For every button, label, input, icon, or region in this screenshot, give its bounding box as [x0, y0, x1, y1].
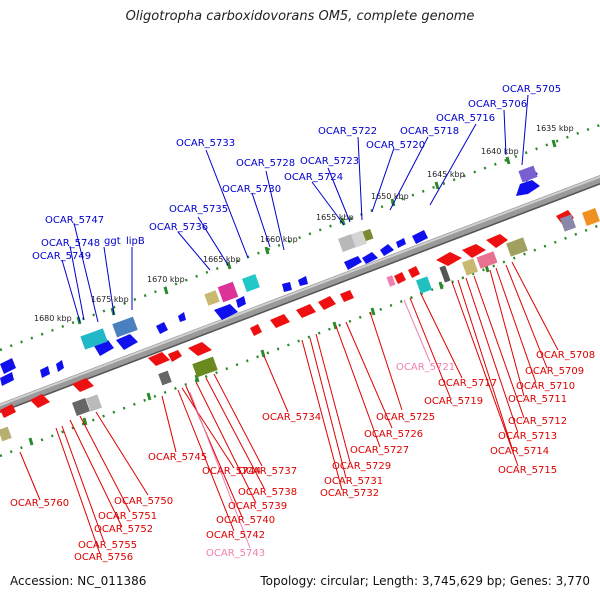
gene-label-OCAR_5730: OCAR_5730 — [222, 184, 281, 195]
kbp-label-1675: 1675 kbp — [91, 295, 129, 304]
kbp-label-1650: 1650 kbp — [371, 192, 409, 201]
gene-label-OCAR_5708: OCAR_5708 — [536, 350, 595, 361]
gene-label-OCAR_5719: OCAR_5719 — [424, 396, 483, 407]
gene-label-OCAR_5723: OCAR_5723 — [300, 156, 359, 167]
gene-label-OCAR_5714: OCAR_5714 — [490, 446, 549, 457]
feature-tan-bottom-1 — [461, 258, 479, 276]
top-tick-track — [0, 123, 600, 352]
gene-label-OCAR_5720: OCAR_5720 — [366, 140, 425, 151]
gene-label-OCAR_5726: OCAR_5726 — [364, 429, 423, 440]
gene-label-OCAR_5709: OCAR_5709 — [525, 366, 584, 377]
genome-backbone — [0, 174, 600, 414]
feature-purple-1 — [518, 165, 538, 183]
gene-label-OCAR_5737: OCAR_5737 — [238, 466, 297, 477]
gene-label-OCAR_5722: OCAR_5722 — [318, 126, 377, 137]
pink-label-connectors — [189, 299, 431, 549]
gene-label-OCAR_5748: OCAR_5748 — [41, 238, 100, 249]
gene-label-OCAR_5727: OCAR_5727 — [350, 445, 409, 456]
gene-label-OCAR_5736: OCAR_5736 — [149, 222, 208, 233]
feature-tan-1 — [204, 290, 220, 306]
kbp-label-1680: 1680 kbp — [34, 314, 72, 323]
gene-label-OCAR_5728: OCAR_5728 — [236, 158, 295, 169]
feature-cyan-1 — [242, 274, 260, 292]
gene-label-OCAR_5750: OCAR_5750 — [114, 496, 173, 507]
gene-label-OCAR_5716: OCAR_5716 — [436, 113, 495, 124]
feature-pink-bottom-2 — [386, 275, 396, 287]
gene-label-OCAR_5740: OCAR_5740 — [216, 515, 275, 526]
gene-label-OCAR_5747: OCAR_5747 — [45, 215, 104, 226]
top-major-ticks — [76, 139, 557, 325]
gene-label-OCAR_5717: OCAR_5717 — [438, 378, 497, 389]
gene-label-OCAR_5705: OCAR_5705 — [502, 84, 561, 95]
feature-grey-2 — [350, 230, 368, 248]
kbp-label-1660: 1660 kbp — [260, 235, 298, 244]
feature-grey-bottom-3 — [72, 398, 90, 416]
feature-grey-bottom-4 — [85, 394, 103, 412]
gene-label-OCAR_5752: OCAR_5752 — [94, 524, 153, 535]
feature-grey-bottom-1 — [559, 214, 577, 232]
gene-label-OCAR_5742: OCAR_5742 — [206, 530, 265, 541]
gene-label-lipB: lipB — [126, 236, 145, 247]
gene-label-OCAR_5760: OCAR_5760 — [10, 498, 69, 509]
bottom-label-connectors — [19, 261, 559, 555]
feature-olive-bottom-2 — [192, 356, 218, 378]
gene-label-OCAR_5743: OCAR_5743 — [206, 548, 265, 559]
gene-label-OCAR_5749: OCAR_5749 — [32, 251, 91, 262]
gene-label-OCAR_5744: OCAR_5744 — [202, 466, 261, 477]
gene-label-OCAR_5713: OCAR_5713 — [498, 431, 557, 442]
feature-teal-bottom-1 — [415, 276, 433, 294]
gene-label-OCAR_5724: OCAR_5724 — [284, 172, 343, 183]
gene-label-OCAR_5729: OCAR_5729 — [332, 461, 391, 472]
gene-label-ggt: ggt — [104, 236, 121, 247]
genome-backbone-shade — [0, 175, 600, 407]
gene-label-OCAR_5732: OCAR_5732 — [320, 488, 379, 499]
gene-label-OCAR_5721: OCAR_5721 — [396, 362, 455, 373]
gene-label-OCAR_5733: OCAR_5733 — [176, 138, 235, 149]
feature-grey-1 — [338, 234, 356, 252]
gene-label-OCAR_5751: OCAR_5751 — [98, 511, 157, 522]
gene-label-OCAR_5756: OCAR_5756 — [74, 552, 133, 563]
gene-label-OCAR_5745: OCAR_5745 — [148, 452, 207, 463]
top-label-connectors — [61, 94, 529, 323]
feature-tan-bottom-2 — [0, 426, 12, 442]
kbp-label-1635: 1635 kbp — [536, 124, 574, 133]
forward-genes — [0, 168, 540, 386]
kbp-label-1645: 1645 kbp — [427, 170, 465, 179]
gene-label-OCAR_5735: OCAR_5735 — [169, 204, 228, 215]
gene-label-OCAR_5712: OCAR_5712 — [508, 416, 567, 427]
gene-label-OCAR_5706: OCAR_5706 — [468, 99, 527, 110]
gene-label-OCAR_5711: OCAR_5711 — [508, 394, 567, 405]
feature-cyan-2 — [80, 328, 108, 350]
top-gene-labels: OCAR_5705 OCAR_5706 OCAR_5716 OCAR_5718 … — [32, 84, 561, 262]
gene-label-OCAR_5710: OCAR_5710 — [516, 381, 575, 392]
gene-label-OCAR_5725: OCAR_5725 — [376, 412, 435, 423]
gene-label-OCAR_5755: OCAR_5755 — [78, 540, 137, 551]
gene-label-OCAR_5731: OCAR_5731 — [324, 476, 383, 487]
map-title: Oligotropha carboxidovorans OM5, complet… — [125, 9, 475, 24]
kbp-label-1640: 1640 kbp — [481, 147, 519, 156]
feature-steelblue-1 — [112, 316, 138, 338]
gene-label-OCAR_5715: OCAR_5715 — [498, 465, 557, 476]
gene-label-OCAR_5734: OCAR_5734 — [262, 412, 321, 423]
kbp-label-1665: 1665 kbp — [203, 255, 241, 264]
accession-text: Accession: NC_011386 — [10, 574, 147, 588]
gene-label-OCAR_5738: OCAR_5738 — [238, 487, 297, 498]
topology-text: Topology: circular; Length: 3,745,629 bp… — [260, 574, 590, 588]
kbp-label-1655: 1655 kbp — [316, 213, 354, 222]
gene-label-OCAR_5739: OCAR_5739 — [228, 501, 287, 512]
feature-grey-bottom-2 — [158, 370, 172, 386]
bottom-gene-labels: OCAR_5708 OCAR_5709 OCAR_5710 OCAR_5711 … — [10, 350, 595, 563]
gene-label-OCAR_5718: OCAR_5718 — [400, 126, 459, 137]
feature-dark-bottom-1 — [439, 265, 451, 283]
feature-pink-bottom-1 — [476, 251, 498, 269]
genome-backbone-edge — [0, 183, 600, 413]
reverse-genes — [0, 210, 574, 418]
kbp-label-1670: 1670 kbp — [147, 275, 185, 284]
feature-magenta-1 — [217, 281, 239, 303]
feature-olive-1 — [362, 228, 374, 242]
feature-orange-bottom-1 — [582, 208, 600, 226]
feature-olive-bottom-1 — [506, 237, 528, 257]
